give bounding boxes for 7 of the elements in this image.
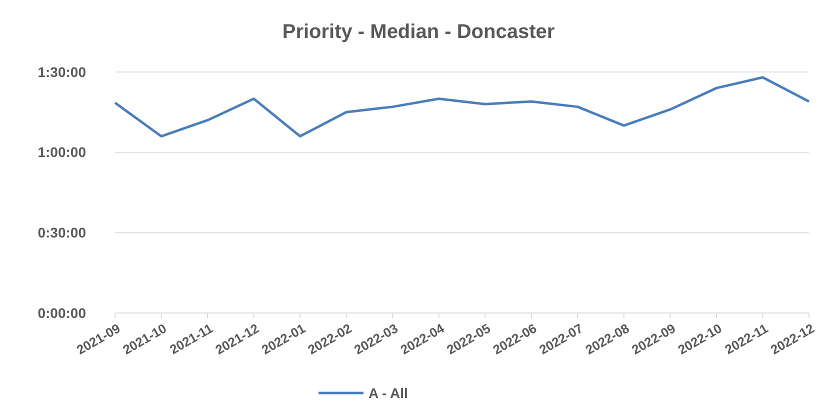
- legend-label: A - All: [368, 385, 408, 401]
- y-tick-label: 0:00:00: [38, 304, 86, 321]
- chart-title: Priority - Median - Doncaster: [282, 21, 555, 43]
- y-tick-label: 0:30:00: [38, 224, 86, 241]
- y-tick-label: 1:00:00: [38, 144, 86, 160]
- y-tick-label: 1:30:00: [38, 64, 86, 80]
- line-series: [114, 76, 810, 138]
